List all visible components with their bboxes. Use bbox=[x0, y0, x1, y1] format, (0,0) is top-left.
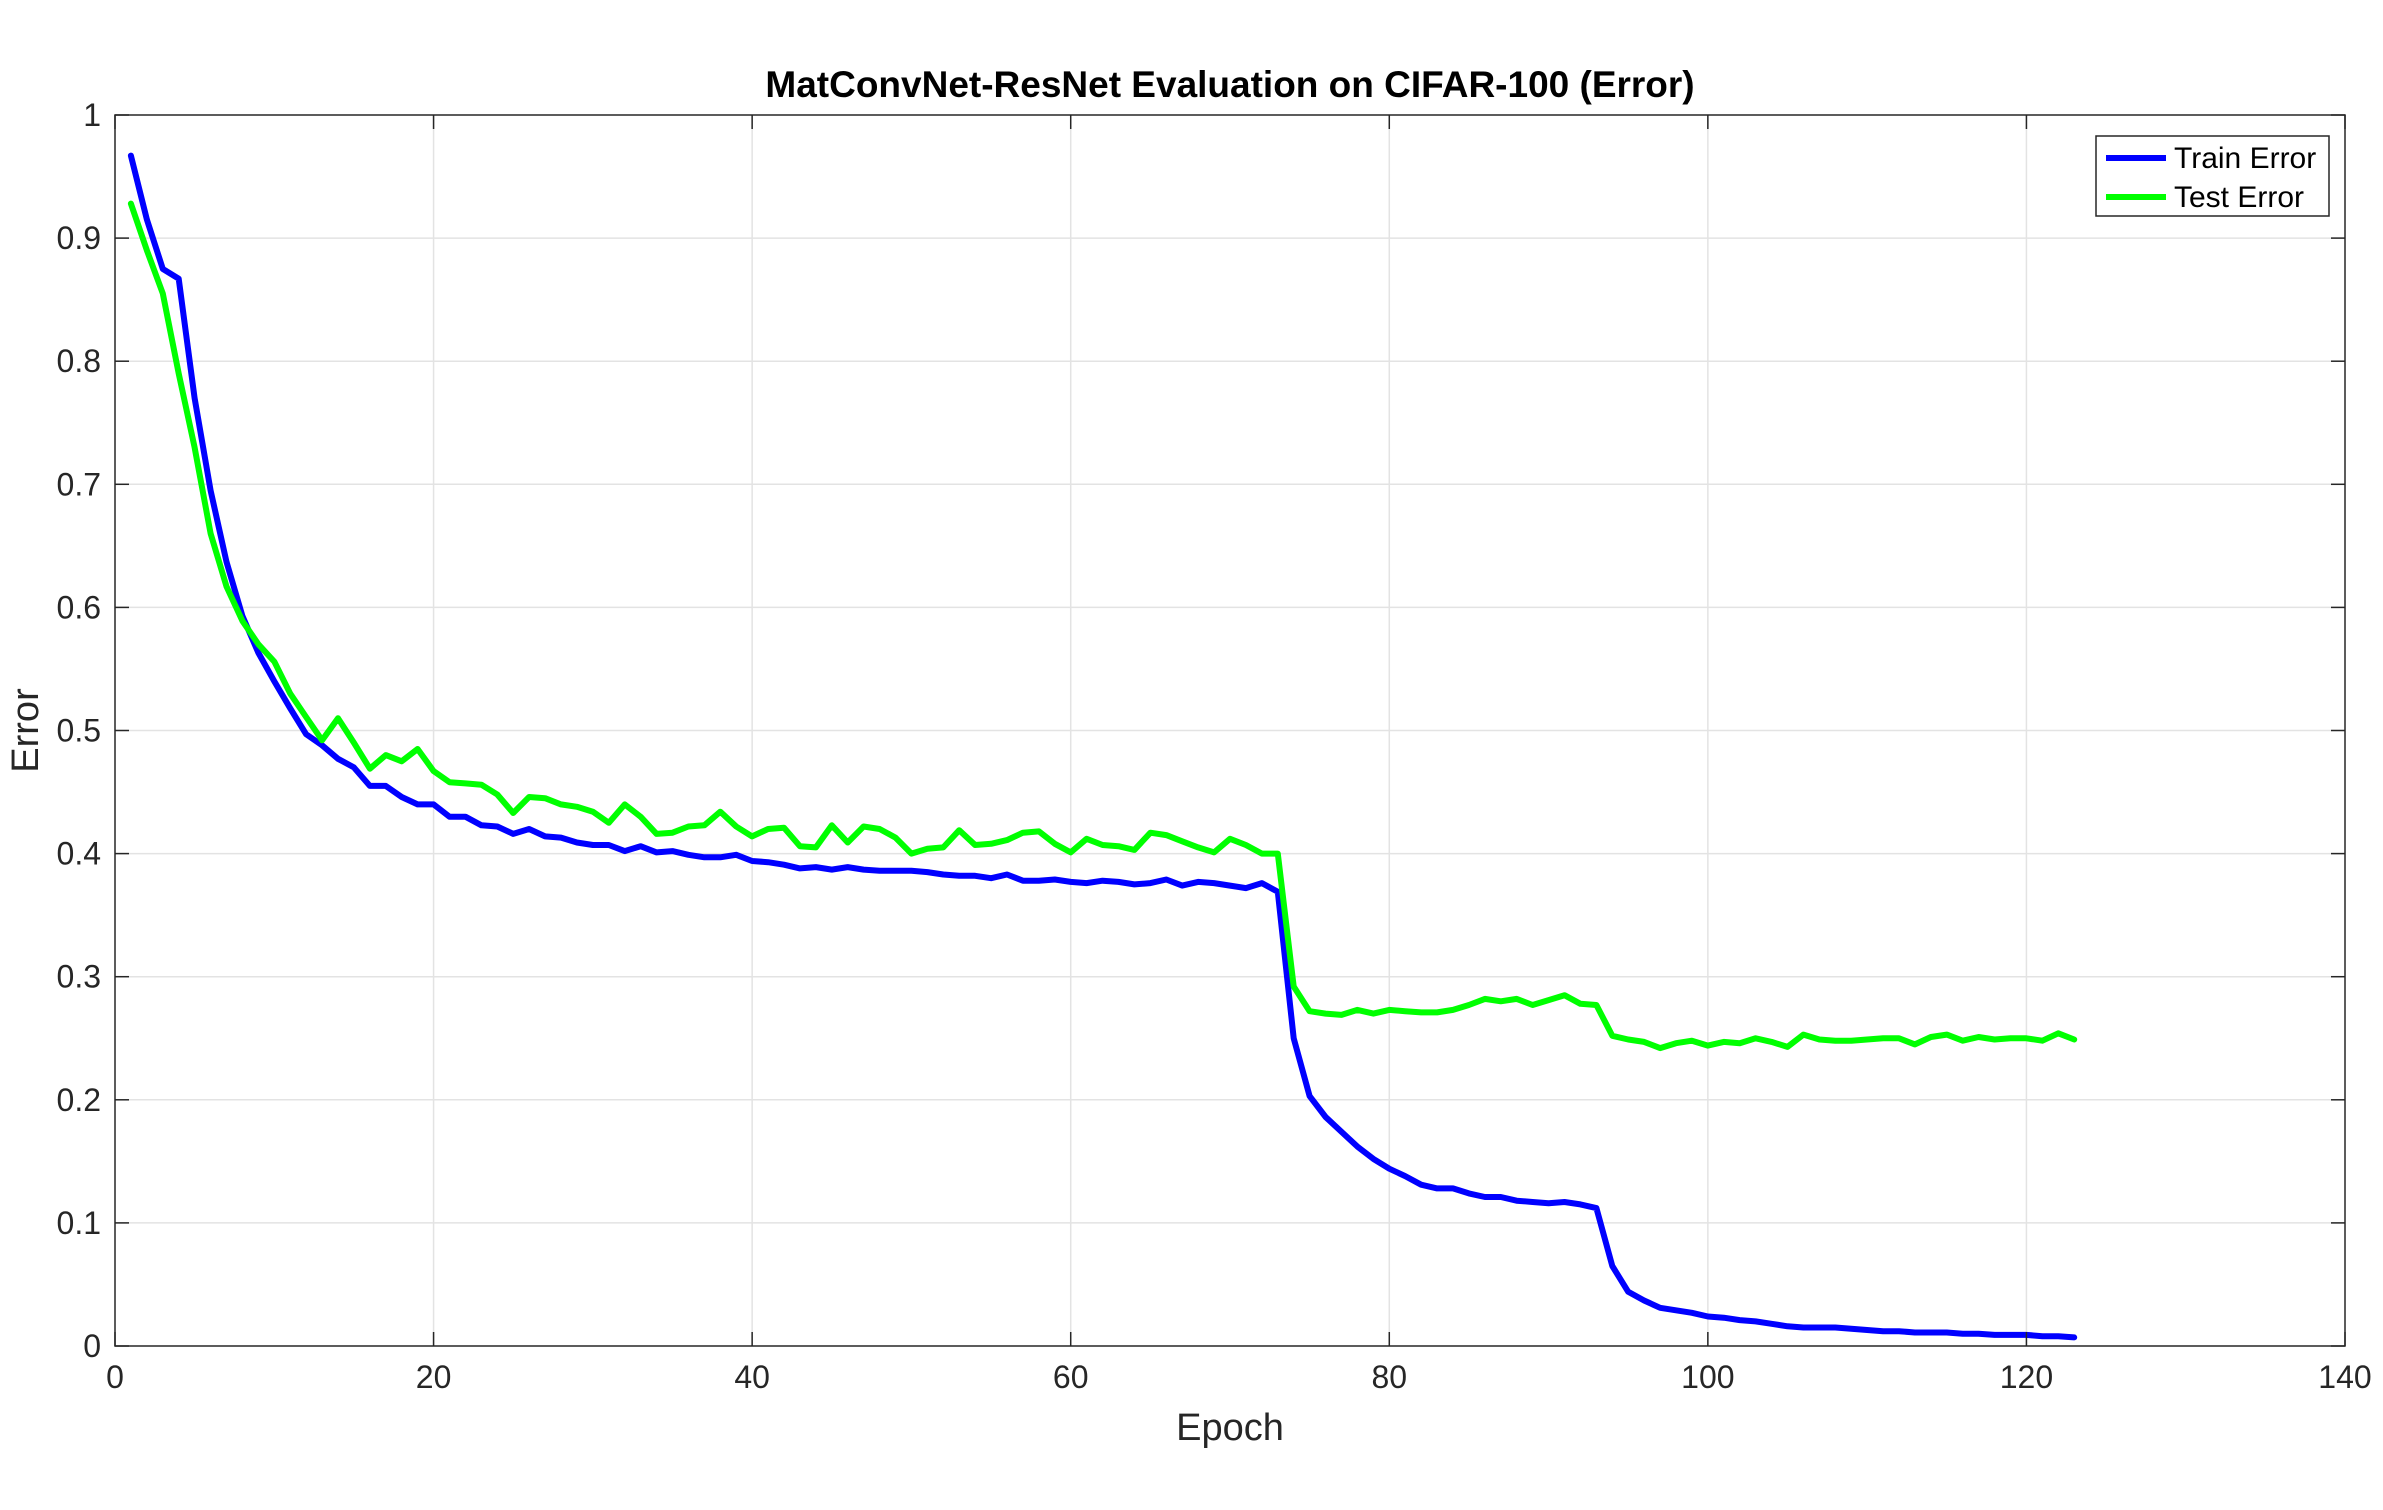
y-tick-label: 0.7 bbox=[57, 466, 101, 502]
y-tick-label: 0.5 bbox=[57, 713, 101, 749]
y-tick-label: 0.4 bbox=[57, 836, 101, 872]
grid-lines bbox=[115, 115, 2345, 1346]
x-axis-title: Epoch bbox=[1176, 1407, 1284, 1449]
legend-label-test-error: Test Error bbox=[2174, 181, 2304, 214]
y-tick-label: 0 bbox=[83, 1328, 101, 1364]
y-axis-title: Error bbox=[5, 688, 47, 773]
y-tick-label: 1 bbox=[83, 97, 101, 133]
series-line-train-error bbox=[127, 152, 2078, 1341]
legend-box bbox=[2095, 135, 2330, 217]
y-tick-label: 0.2 bbox=[57, 1082, 101, 1118]
y-tick-label: 0.9 bbox=[57, 220, 101, 256]
series-line-test-error bbox=[127, 200, 2078, 1052]
x-tick-label: 120 bbox=[2000, 1359, 2053, 1395]
y-tick-label: 0.8 bbox=[57, 343, 101, 379]
y-tick-label: 0.3 bbox=[57, 959, 101, 995]
x-tick-label: 20 bbox=[416, 1359, 452, 1395]
x-tick-label: 140 bbox=[2318, 1359, 2371, 1395]
ticks: 0 20 40 60 80 100 120 140 0 0.1 0.2 0.3 0.4 0.5 0.6 0.7… bbox=[57, 97, 2372, 1395]
x-tick-label: 60 bbox=[1053, 1359, 1089, 1395]
y-tick-label: 0.1 bbox=[57, 1205, 101, 1241]
legend: Train Error Test Error bbox=[2095, 135, 2330, 217]
legend-label-train-error: Train Error bbox=[2174, 142, 2316, 175]
chart-title: MatConvNet-ResNet Evaluation on CIFAR-10… bbox=[765, 64, 1694, 105]
x-tick-label: 80 bbox=[1371, 1359, 1407, 1395]
x-tick-label: 100 bbox=[1681, 1359, 1734, 1395]
y-tick-label: 0.6 bbox=[57, 589, 101, 625]
x-tick-label: 40 bbox=[734, 1359, 770, 1395]
series-layer bbox=[127, 152, 2078, 1341]
x-tick-label: 0 bbox=[106, 1359, 124, 1395]
